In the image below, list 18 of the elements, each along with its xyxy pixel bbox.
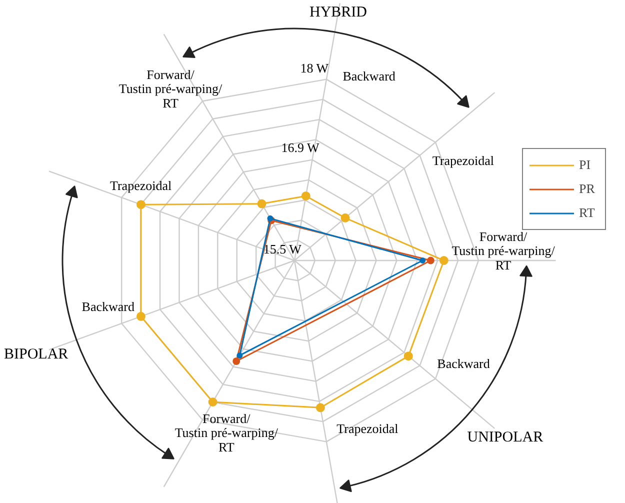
y-tick-label: 15.5 W: [263, 242, 302, 256]
legend-label: PR: [579, 181, 596, 197]
spoke-label: Trapezoidal: [336, 420, 399, 436]
text: UNIPOLAR: [467, 429, 544, 446]
spoke-label: Forward/ Tustin pré-warping/ RT: [118, 66, 222, 110]
text: HYBRID: [310, 4, 368, 20]
y-tick-label: 18 W: [300, 60, 330, 76]
spoke-label: Backward: [342, 68, 396, 84]
spoke-label: Trapezoidal: [110, 178, 172, 194]
spoke-label: Trapezoidal: [432, 153, 494, 168]
y-tick-label: 16.9 W: [281, 140, 320, 156]
text: BIPOLAR: [4, 346, 68, 363]
spoke-label: Backward: [437, 356, 490, 372]
spoke-label: Forward/ Tustin pré-warping/ RT: [452, 228, 556, 272]
legend-label: RT: [579, 205, 596, 221]
spoke-label: Forward/ Tustin pré-warping/ RT: [174, 410, 278, 454]
spoke-label: Backward: [82, 299, 135, 314]
legend-label: PI: [579, 157, 592, 173]
